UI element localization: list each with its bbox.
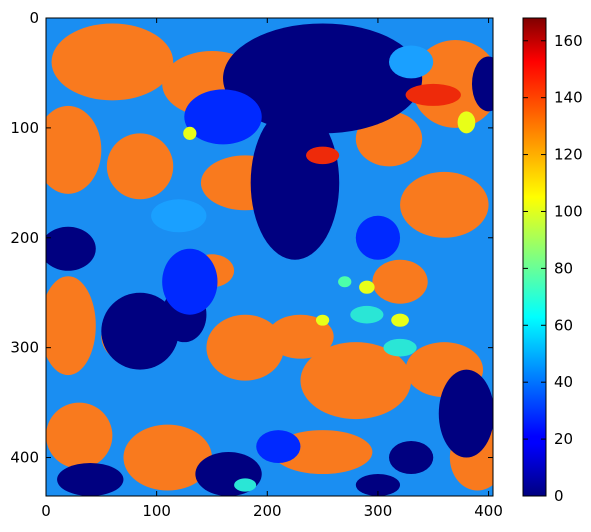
heatmap-region [359,280,375,294]
heatmap-region [315,314,330,326]
colorbar-ticks: 0 20 40 60 80 100 120 140 160 [523,32,583,505]
heatmap-region [383,338,417,357]
heatmap-region [457,111,476,134]
heatmap-region [46,276,96,376]
heatmap-region [123,424,212,491]
heatmap-region [306,146,340,165]
heatmap-region [234,478,257,492]
heatmap-region [46,402,113,469]
heatmap-region [46,226,96,271]
heatmap-region [57,463,124,496]
colorbar-tick-label: 40 [554,373,573,391]
heatmap-region [355,474,401,496]
colorbar-tick-label: 80 [554,259,573,277]
heatmap-region [400,171,489,238]
heatmap-region [372,259,428,304]
x-tick-label: 400 [474,502,503,520]
colorbar-tick-label: 60 [554,316,573,334]
colorbar-tick-label: 100 [554,202,583,220]
y-tick-label: 300 [10,339,39,357]
heatmap-region [391,313,409,327]
heatmap-region [206,314,284,381]
heatmap-region [46,105,102,194]
x-axis: 0 100 200 300 400 [41,18,503,520]
heatmap-region [183,126,197,140]
heatmap-region [388,45,434,79]
colorbar-tick-label: 0 [554,487,564,505]
y-tick-label: 400 [10,449,39,467]
heatmap-region [250,105,340,260]
colorbar-tick-label: 120 [554,146,583,164]
heatmap-region [355,215,401,260]
heatmap-region [267,314,334,359]
heatmap-region [256,430,301,464]
x-tick-label: 0 [41,502,51,520]
heatmap-region [51,23,174,101]
heatmap-region [223,23,423,134]
y-tick-label: 100 [10,119,39,137]
colorbar-tick-label: 160 [554,32,583,50]
heatmap-region [471,56,493,112]
x-tick-label: 300 [364,502,393,520]
heatmap-region [300,342,412,420]
heatmap-region [162,248,218,315]
heatmap-region [184,89,262,145]
colorbar [522,17,547,497]
heatmap-region [405,83,461,106]
y-tick-label: 200 [10,229,39,247]
heatmap-region [350,305,384,324]
y-tick-label: 0 [29,9,39,27]
heatmap-region [438,369,493,458]
plot-frame [45,17,494,497]
x-tick-label: 100 [142,502,171,520]
x-tick-label: 200 [253,502,282,520]
colorbar-tick-label: 20 [554,430,573,448]
heatmap-region [151,199,207,233]
y-axis: 0 100 200 300 400 [10,9,493,467]
heatmap-regions [46,23,493,496]
heatmap-region [101,292,179,370]
heatmap-region [338,276,352,288]
heatmap-region [388,441,434,475]
heatmap-region [106,133,174,200]
colorbar-tick-label: 140 [554,89,583,107]
